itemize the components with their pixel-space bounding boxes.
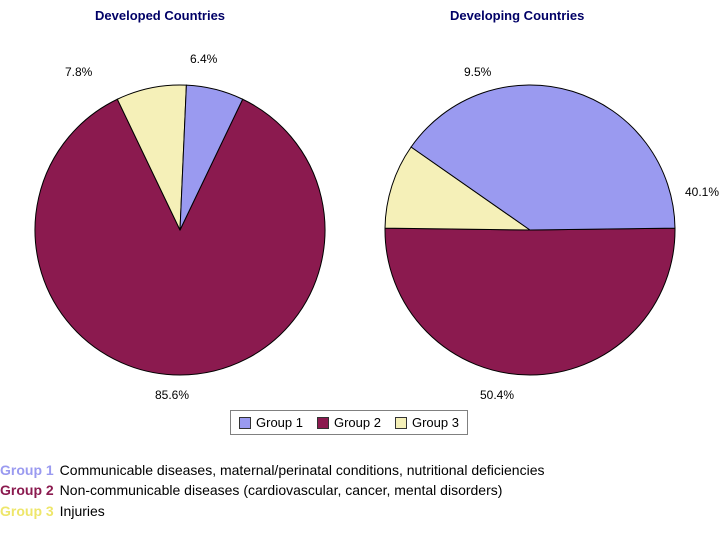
legend-label: Group 3 — [412, 415, 459, 430]
group-row: Group 1 Communicable diseases, maternal/… — [0, 460, 720, 480]
group-desc: Injuries — [60, 501, 105, 521]
legend-item: Group 3 — [395, 415, 459, 430]
legend-swatch-icon — [239, 417, 251, 429]
slice-label: 40.1% — [685, 185, 719, 199]
slice-label: 50.4% — [480, 388, 514, 402]
slice-label: 7.8% — [65, 65, 92, 79]
legend-item: Group 1 — [239, 415, 303, 430]
legend: Group 1 Group 2 Group 3 — [230, 410, 468, 435]
legend-swatch-icon — [395, 417, 407, 429]
slice-label: 9.5% — [464, 65, 491, 79]
legend-swatch-icon — [317, 417, 329, 429]
group-key: Group 3 — [0, 501, 60, 521]
group-row: Group 3 Injuries — [0, 501, 720, 521]
group-definitions: Group 1 Communicable diseases, maternal/… — [0, 460, 720, 521]
slice-label: 6.4% — [190, 52, 217, 66]
pie-slice — [385, 228, 675, 375]
group-key: Group 2 — [0, 480, 60, 500]
group-desc: Non-communicable diseases (cardiovascula… — [60, 480, 503, 500]
group-row: Group 2 Non-communicable diseases (cardi… — [0, 480, 720, 500]
group-key: Group 1 — [0, 460, 60, 480]
chart-area: Developed Countries Developing Countries… — [20, 0, 700, 460]
legend-label: Group 1 — [256, 415, 303, 430]
group-desc: Communicable diseases, maternal/perinata… — [60, 460, 545, 480]
pie-charts-svg — [20, 0, 720, 410]
legend-label: Group 2 — [334, 415, 381, 430]
slice-label: 85.6% — [155, 388, 189, 402]
legend-item: Group 2 — [317, 415, 381, 430]
